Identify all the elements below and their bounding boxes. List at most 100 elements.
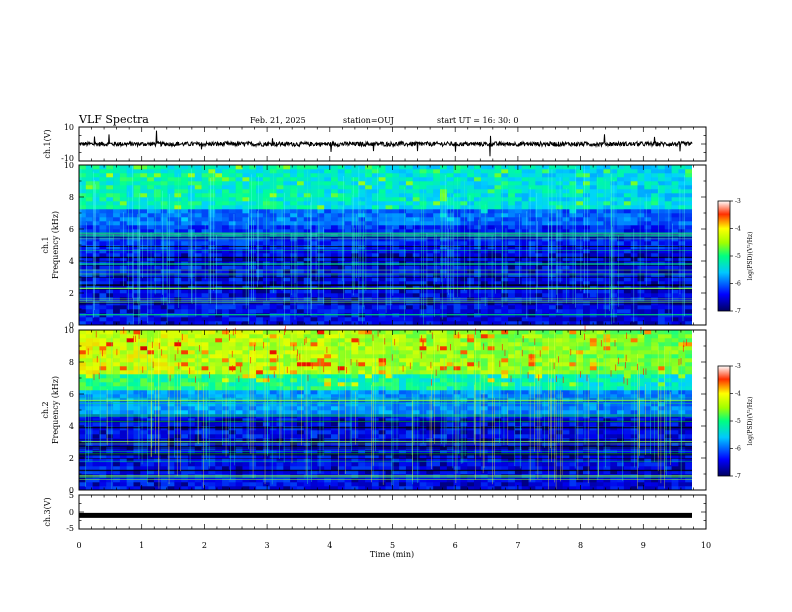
spectrogram-cell [133, 169, 141, 174]
spectrogram-cell [542, 261, 550, 266]
spectrogram-cell [331, 321, 339, 326]
spectrogram-cell [331, 257, 339, 262]
spectrogram-cell [351, 189, 359, 194]
spectrogram-cell [351, 201, 359, 206]
spectrogram-cell [269, 321, 277, 326]
spectrogram-cell [249, 293, 257, 298]
spectrogram-cell [85, 434, 93, 439]
spectrogram-cell [630, 209, 638, 214]
spectrogram-cell [548, 205, 557, 210]
spectrogram-cell [235, 486, 243, 491]
spectrogram-cell [365, 281, 373, 286]
spectrogram-cell [228, 402, 236, 407]
spectrogram-cell [685, 169, 693, 174]
spectrogram-cell [276, 205, 284, 210]
spectrogram-cell [651, 249, 659, 254]
spectrogram-cell [140, 418, 148, 423]
spectrogram-cell [337, 213, 345, 218]
spectrogram-cell [174, 386, 182, 391]
spectrogram-cell [174, 402, 182, 407]
spectrogram-cell [603, 225, 611, 230]
spectrogram-cell [671, 193, 679, 198]
spectrogram-cell [617, 261, 625, 266]
spectrogram-cell [399, 173, 407, 178]
spectrogram-cell [583, 165, 591, 170]
spectrogram-cell [181, 209, 189, 214]
spectrogram-cell [181, 486, 189, 491]
spectrogram-cell [113, 209, 121, 214]
spectrogram-cell [153, 225, 162, 230]
spectrogram-cell [617, 225, 625, 230]
spectrogram-cell [113, 265, 121, 270]
spectrogram-cell [399, 269, 407, 274]
spectrogram-cell [119, 462, 127, 467]
spectrogram-cell [617, 317, 625, 322]
spectrogram-cell [310, 305, 318, 310]
spectrogram-cell [228, 346, 236, 351]
spectrogram-cell [153, 354, 162, 359]
spectrogram-cell [174, 410, 182, 415]
spectrogram-cell [589, 217, 597, 222]
spectrogram-cell [133, 342, 141, 347]
spectrogram-cell [215, 354, 223, 359]
spectrogram-cell [324, 241, 332, 246]
spectrogram-cell [474, 241, 482, 246]
spectrogram-cell [79, 177, 87, 182]
spectrogram-cell [262, 189, 271, 194]
spectrogram-cell [344, 249, 352, 254]
spectrogram-cell [215, 261, 223, 266]
spectrogram-cell [249, 257, 257, 262]
spectrogram-cell [651, 225, 659, 230]
spectrogram-cell [296, 321, 305, 326]
spectrogram-cell [222, 346, 230, 351]
spectrogram-cell [494, 201, 502, 206]
spectrogram-cell [501, 177, 509, 182]
spectrogram-cell [113, 269, 121, 274]
spectrogram-cell [576, 213, 584, 218]
spectrogram-cell [317, 245, 325, 250]
spectrogram-cell [392, 229, 400, 234]
spectrogram-cell [201, 285, 209, 290]
spectrogram-cell [310, 277, 318, 282]
spectrogram-cell [79, 338, 87, 343]
spectrogram-cell [126, 265, 134, 270]
spectrogram-cell [160, 358, 168, 363]
spectrogram-cell [194, 305, 202, 310]
spectrogram-cell [92, 382, 100, 387]
spectrogram-cell [126, 261, 134, 266]
spectrogram-cell [433, 185, 441, 190]
spectrogram-cell [147, 241, 155, 246]
spectrogram-cell [589, 201, 597, 206]
spectrogram-cell [79, 189, 87, 194]
spectrogram-cell [392, 281, 400, 286]
spectrogram-cell [181, 374, 189, 379]
spectrogram-cell [439, 245, 448, 250]
spectrogram-cell [371, 165, 379, 170]
spectrogram-cell [337, 173, 345, 178]
spectrogram-cell [494, 193, 502, 198]
spectrogram-cell [433, 269, 441, 274]
spectrogram-cell [79, 450, 87, 455]
spectrogram-cell [276, 281, 284, 286]
spectrogram-cell [181, 249, 189, 254]
spectrogram-cell [201, 281, 209, 286]
spectrogram-cell [603, 185, 611, 190]
spectrogram-cell [201, 462, 209, 467]
spectrogram-cell [637, 213, 645, 218]
spectrogram-cell [378, 197, 386, 202]
spectrogram-cell [589, 277, 597, 282]
spectrogram-cell [535, 213, 543, 218]
spectrogram-cell [685, 293, 693, 298]
spectrogram-cell [174, 177, 182, 182]
spectrogram-cell [324, 253, 332, 258]
spectrogram-cell [194, 386, 202, 391]
spectrogram-cell [508, 317, 516, 322]
spectrogram-cell [147, 434, 155, 439]
spectrogram-cell [651, 269, 659, 274]
spectrogram-cell [167, 370, 175, 375]
spectrogram-cell [446, 185, 454, 190]
spectrogram-cell [412, 281, 420, 286]
spectrogram-cell [392, 293, 400, 298]
spectrogram-cell [153, 261, 162, 266]
spectrogram-cell [222, 265, 230, 270]
